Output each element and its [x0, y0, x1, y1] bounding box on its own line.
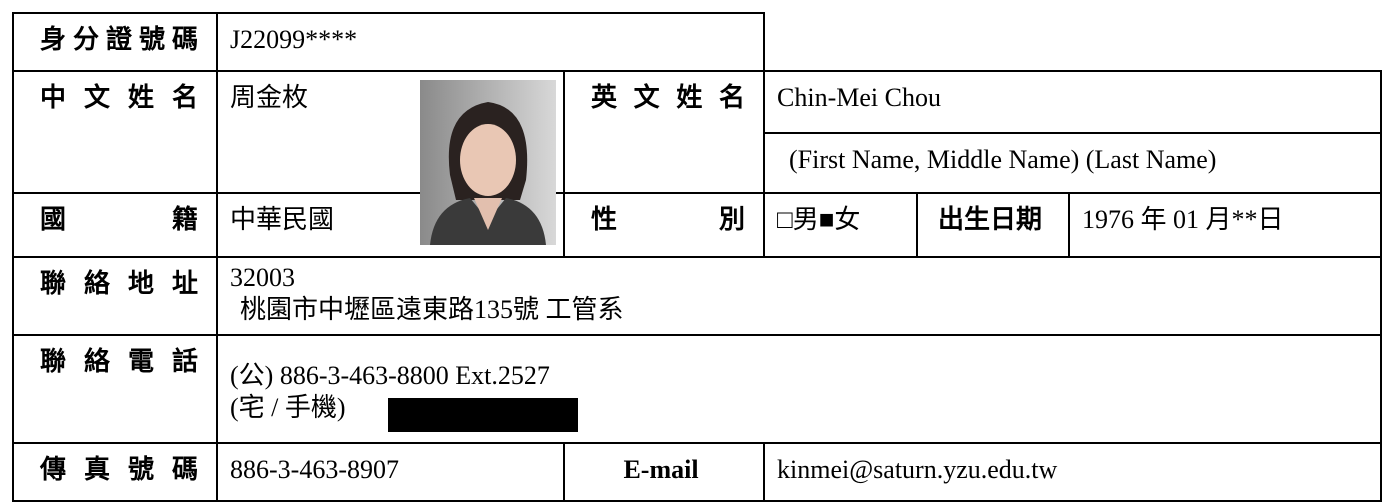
- hint-cell: (First Name, Middle Name) (Last Name): [763, 132, 1382, 194]
- value-cell: 886-3-463-8907: [216, 442, 565, 502]
- email: kinmei@saturn.yzu.edu.tw: [777, 455, 1058, 484]
- label-cell: 聯絡電話: [12, 334, 218, 444]
- address-zip: 32003: [230, 263, 295, 292]
- value-cell: 1976 年 01 月**日: [1068, 192, 1382, 258]
- id-label: 身分證號碼: [40, 25, 198, 54]
- value-cell: Chin-Mei Chou: [763, 70, 1382, 134]
- value-cell: kinmei@saturn.yzu.edu.tw: [763, 442, 1382, 502]
- gender: □男■女: [777, 205, 861, 234]
- nationality-label: 國籍: [40, 205, 198, 234]
- label-cell: 傳真號碼: [12, 442, 218, 502]
- id-value: J22099****: [230, 25, 358, 54]
- label-cell: 英文姓名: [563, 70, 765, 194]
- nationality: 中華民國: [230, 205, 335, 234]
- label-cell: 出生日期: [916, 192, 1070, 258]
- label-cell: 身分證號碼: [12, 12, 218, 72]
- value-cell: J22099****: [216, 12, 765, 72]
- portrait-photo: [420, 80, 556, 245]
- redaction-box: [388, 398, 578, 432]
- label-cell: 聯絡地址: [12, 256, 218, 336]
- birth-date: 1976 年 01 月**日: [1082, 205, 1284, 234]
- label-cell: 國籍: [12, 192, 218, 258]
- label-cell: E-mail: [563, 442, 765, 502]
- fax: 886-3-463-8907: [230, 455, 399, 484]
- gender-label: 性別: [591, 205, 745, 234]
- email-label: E-mail: [623, 455, 699, 484]
- english-name-label: 英文姓名: [591, 83, 745, 112]
- value-cell: □男■女: [763, 192, 918, 258]
- phone-office: (公) 886-3-463-8800 Ext.2527: [230, 361, 550, 390]
- english-name: Chin-Mei Chou: [777, 83, 941, 112]
- fax-label: 傳真號碼: [40, 455, 198, 484]
- phone-home-label: (宅 / 手機): [230, 393, 346, 422]
- phone-label: 聯絡電話: [40, 347, 198, 376]
- address-label: 聯絡地址: [40, 269, 198, 298]
- label-cell: 性別: [563, 192, 765, 258]
- chinese-name: 周金枚: [230, 83, 309, 112]
- birth-label: 出生日期: [937, 205, 1042, 234]
- chinese-name-label: 中文姓名: [40, 83, 198, 112]
- english-name-hint: (First Name, Middle Name) (Last Name): [789, 145, 1217, 174]
- address: 桃園市中壢區遠東路135號 工管系: [240, 295, 624, 324]
- value-cell: 32003 桃園市中壢區遠東路135號 工管系: [216, 256, 1382, 336]
- label-cell: 中文姓名: [12, 70, 218, 194]
